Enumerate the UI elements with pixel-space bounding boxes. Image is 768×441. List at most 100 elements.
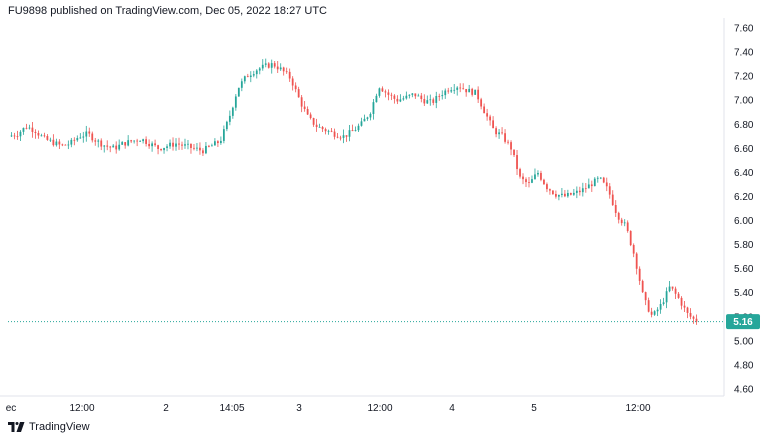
- candle-body: [552, 190, 554, 194]
- candle-body: [312, 118, 315, 125]
- candle-body: [219, 140, 222, 144]
- candle-body: [321, 126, 324, 130]
- candle-body: [345, 135, 348, 137]
- candle-body: [133, 140, 136, 142]
- candle-body: [184, 144, 186, 146]
- candle-body: [187, 143, 189, 145]
- candle-body: [205, 145, 207, 154]
- candle-body: [199, 147, 201, 151]
- time-tick-label: 2: [163, 403, 169, 414]
- candle-body: [130, 140, 133, 142]
- candle-body: [611, 194, 614, 206]
- candle-body: [255, 70, 258, 75]
- candle-body: [351, 130, 354, 132]
- candle-body: [477, 89, 480, 100]
- candle-body: [650, 311, 653, 315]
- candle-body: [486, 113, 489, 117]
- candle-body: [154, 143, 156, 146]
- candle-body: [360, 121, 363, 126]
- candle-body: [145, 139, 147, 144]
- time-scale[interactable]: ec 12:00 2 14:05 3 12:00 4 5 12:00: [6, 403, 651, 414]
- candle-body: [626, 222, 629, 231]
- candle-body: [214, 141, 216, 146]
- candle-body: [169, 142, 171, 147]
- candle-body: [91, 133, 94, 141]
- candle-body: [450, 90, 453, 92]
- candle-body: [426, 100, 429, 104]
- candle-body: [196, 147, 198, 149]
- price-tick-label: 5.40: [734, 288, 754, 299]
- candle-body: [246, 76, 249, 78]
- time-tick-label: 12:00: [625, 403, 650, 414]
- brand[interactable]: TradingView: [8, 421, 90, 433]
- candle-body: [393, 95, 396, 99]
- candle-body: [354, 130, 357, 132]
- candle-body: [423, 99, 426, 104]
- candle-body: [543, 179, 545, 185]
- candle-body: [82, 136, 85, 138]
- candle-body: [318, 126, 321, 128]
- candle-body: [680, 297, 683, 306]
- candle-body: [689, 312, 692, 317]
- candle-body: [115, 145, 118, 150]
- candle-body: [623, 222, 626, 224]
- candle-body: [674, 288, 677, 294]
- candle-body: [148, 143, 150, 147]
- candle-body: [447, 90, 450, 92]
- price-scale[interactable]: 7.60 7.40 7.20 7.00 6.80 6.60 6.40 6.20 6.00 5.80…: [734, 24, 754, 396]
- price-tick-label: 7.60: [734, 24, 754, 35]
- candle-body: [375, 95, 378, 103]
- candle-body: [121, 142, 124, 145]
- candle-body: [534, 174, 536, 180]
- candle-body: [297, 89, 300, 98]
- candle-body: [620, 219, 623, 224]
- candle-body: [288, 71, 291, 79]
- candle-body: [175, 143, 177, 147]
- candle-body: [522, 176, 524, 180]
- candle-body: [181, 144, 183, 146]
- price-tick-label: 5.60: [734, 264, 754, 275]
- candle-body: [64, 144, 67, 146]
- candle-body: [578, 190, 581, 193]
- candle-body: [561, 193, 563, 195]
- price-tick-label: 6.20: [734, 192, 754, 203]
- candle-body: [34, 131, 37, 133]
- candle-body: [432, 99, 435, 103]
- price-tick-label: 6.40: [734, 168, 754, 179]
- candle-body: [608, 186, 611, 195]
- candle-body: [217, 141, 219, 144]
- candle-body: [249, 75, 252, 78]
- candle-body: [525, 179, 527, 183]
- candle-body: [480, 99, 483, 107]
- candle-body: [43, 135, 46, 137]
- candle-body: [471, 88, 474, 95]
- candle-body: [193, 147, 195, 149]
- candle-body: [468, 88, 471, 93]
- candle-body: [587, 184, 590, 189]
- candle-body: [435, 95, 438, 103]
- price-tick-label: 7.20: [734, 72, 754, 83]
- candle-body: [303, 106, 306, 110]
- candle-body: [599, 177, 602, 179]
- candle-body: [243, 76, 246, 82]
- candle-body: [411, 93, 414, 95]
- candles-layer: [10, 58, 698, 325]
- candle-body: [453, 89, 456, 91]
- candle-body: [504, 133, 506, 142]
- candle-body: [285, 71, 288, 73]
- candle-body: [602, 177, 605, 183]
- candle-body: [510, 142, 512, 150]
- candle-body: [381, 88, 384, 92]
- candle-body: [513, 149, 515, 156]
- price-tick-label: 6.80: [734, 120, 754, 131]
- candle-body: [516, 155, 518, 170]
- candle-body: [136, 140, 139, 142]
- candle-body: [456, 87, 459, 90]
- candle-body: [291, 78, 294, 86]
- candle-body: [40, 135, 43, 137]
- published-info: FU9898 published on TradingView.com, Dec…: [8, 5, 327, 17]
- candle-body: [384, 91, 387, 93]
- candle-body: [653, 311, 656, 315]
- candle-body: [695, 318, 698, 322]
